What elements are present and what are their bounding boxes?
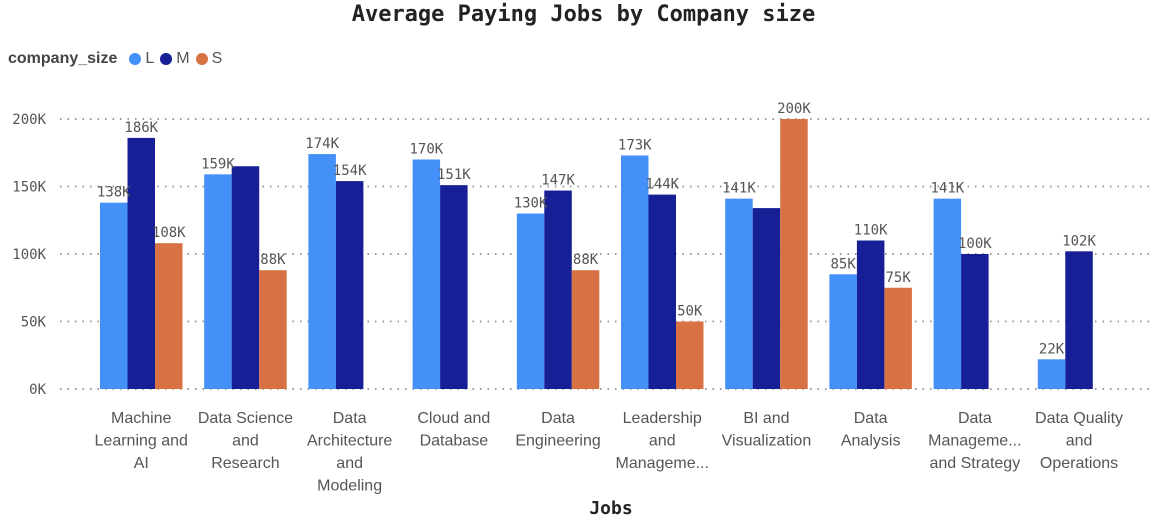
data-label: 88K xyxy=(573,252,599,268)
bar-m[interactable] xyxy=(856,240,885,390)
bar-m[interactable] xyxy=(335,181,364,389)
bar-l[interactable] xyxy=(829,274,857,389)
legend-title: company_size xyxy=(8,50,118,67)
data-label: 102K xyxy=(1062,233,1096,249)
data-label: 22K xyxy=(1039,341,1065,357)
legend-marker-s-icon xyxy=(195,53,208,65)
legend-item-s[interactable]: S xyxy=(195,50,223,68)
bar-l[interactable] xyxy=(308,154,336,389)
bar-l[interactable] xyxy=(725,198,753,389)
data-label: 141K xyxy=(930,181,964,197)
bar-s[interactable] xyxy=(155,243,183,389)
data-label: 186K xyxy=(124,120,158,136)
data-label: 151K xyxy=(437,167,471,183)
bar-s[interactable] xyxy=(259,270,287,389)
data-label: 110K xyxy=(854,223,888,239)
legend: company_size L M S xyxy=(8,48,228,70)
y-tick-label: 200K xyxy=(12,112,46,128)
data-label: 200K xyxy=(777,101,811,117)
bar-l[interactable] xyxy=(933,198,962,389)
bar-s[interactable] xyxy=(780,119,808,389)
y-axis: 0K 50K 100K 150K 200K xyxy=(12,112,46,398)
bar-s[interactable] xyxy=(571,270,600,389)
bar-l[interactable] xyxy=(100,202,128,389)
data-label: 75K xyxy=(886,270,912,286)
bar-m[interactable] xyxy=(440,185,468,389)
x-tick-label: Data Manageme... and Strategy xyxy=(928,410,1021,472)
bar-s[interactable] xyxy=(884,287,912,389)
data-label: 174K xyxy=(305,136,339,152)
data-label: 108K xyxy=(152,225,186,241)
data-label: 144K xyxy=(645,177,679,193)
chart-title: Average Paying Jobs by Company size xyxy=(351,2,816,27)
bar-m[interactable] xyxy=(544,190,572,389)
data-label: 170K xyxy=(409,142,443,158)
data-label: 147K xyxy=(541,173,575,189)
x-tick-label: Data Science and Research xyxy=(198,410,293,472)
legend-item-m[interactable]: M xyxy=(160,50,190,68)
x-tick-label: Data Architecture and Modeling xyxy=(307,410,392,495)
data-label: 173K xyxy=(618,137,652,153)
bar-l[interactable] xyxy=(204,174,232,389)
data-label: 138K xyxy=(97,185,131,201)
x-tick-label: Data Analysis xyxy=(841,410,901,450)
bar-l[interactable] xyxy=(516,213,545,390)
x-tick-label: Leadership and Manageme... xyxy=(616,410,709,472)
data-label: 141K xyxy=(722,181,756,197)
data-label: 85K xyxy=(831,256,857,272)
bar-m[interactable] xyxy=(648,194,677,389)
y-tick-label: 150K xyxy=(12,180,46,196)
legend-item-l[interactable]: L xyxy=(129,50,154,68)
bar-l[interactable] xyxy=(621,155,649,389)
x-tick-label: Machine Learning and AI xyxy=(95,410,188,472)
x-tick-label: BI and Visualization xyxy=(722,410,812,450)
data-label: 50K xyxy=(677,304,703,320)
data-labels: 138K 186K 108K 159K 88K 174K 154K 170K 151K 130K 1… xyxy=(97,101,1097,357)
bar-l[interactable] xyxy=(412,159,441,390)
data-label: 154K xyxy=(333,163,367,179)
y-tick-label: 0K xyxy=(29,382,46,398)
data-label: 100K xyxy=(958,236,992,252)
legend-label-l: L xyxy=(145,50,155,67)
bar-m[interactable] xyxy=(961,254,989,389)
x-tick-label: Data Quality and Operations xyxy=(1035,410,1123,472)
bar-m[interactable] xyxy=(127,137,156,389)
x-tick-label: Data Engineering xyxy=(515,410,600,450)
bar-m[interactable] xyxy=(752,208,781,389)
legend-label-s: S xyxy=(211,50,223,67)
bars xyxy=(100,119,1093,389)
bar-m[interactable] xyxy=(1065,251,1093,389)
legend-label-m: M xyxy=(176,50,190,67)
bar-l[interactable] xyxy=(1037,359,1066,389)
data-label: 159K xyxy=(201,156,235,172)
x-axis-title: Jobs xyxy=(589,498,632,519)
x-tick-label: Cloud and Database xyxy=(417,410,490,450)
y-tick-label: 50K xyxy=(21,315,47,331)
legend-marker-m-icon xyxy=(160,53,173,65)
legend-marker-l-icon xyxy=(129,53,142,65)
data-label: 130K xyxy=(514,196,548,212)
y-tick-label: 100K xyxy=(12,247,46,263)
bar-m[interactable] xyxy=(231,166,260,389)
data-label: 88K xyxy=(260,252,286,268)
bar-s[interactable] xyxy=(676,321,704,390)
